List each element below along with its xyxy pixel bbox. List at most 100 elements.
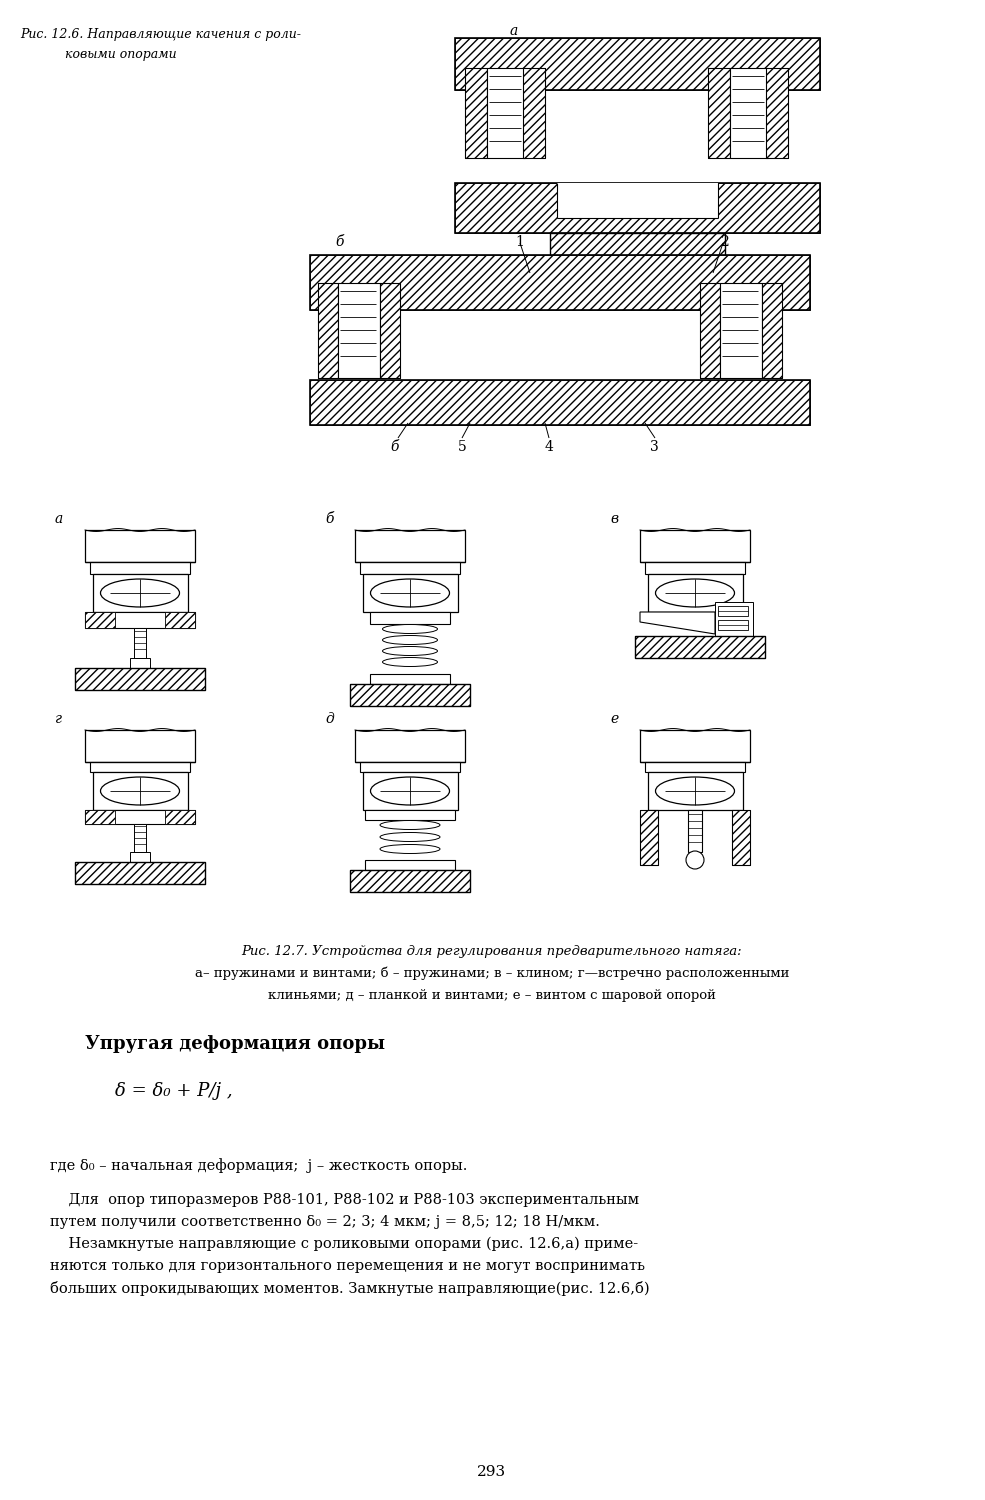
Bar (640, 810, 658, 865)
Bar (310, 255, 810, 310)
Bar (635, 636, 765, 658)
Bar (635, 636, 765, 658)
Bar (645, 762, 745, 772)
Text: 5: 5 (458, 440, 467, 454)
Text: в: в (610, 512, 619, 526)
Polygon shape (640, 612, 715, 634)
Bar (310, 380, 810, 424)
Ellipse shape (100, 777, 179, 806)
Bar (365, 859, 455, 870)
Bar (708, 68, 730, 158)
Text: 4: 4 (545, 440, 554, 454)
Bar (370, 612, 450, 624)
Bar (557, 183, 718, 218)
Ellipse shape (382, 636, 437, 645)
Bar (134, 824, 146, 852)
Bar (732, 810, 750, 865)
Ellipse shape (655, 777, 735, 806)
Bar (550, 232, 725, 268)
Bar (762, 284, 782, 378)
Bar (720, 284, 762, 378)
Text: клиньями; д – планкой и винтами; е – винтом с шаровой опорой: клиньями; д – планкой и винтами; е – вин… (268, 988, 716, 1002)
Bar (700, 284, 720, 378)
Text: больших опрокидывающих моментов. Замкнутые направляющие(рис. 12.6,б): больших опрокидывающих моментов. Замкнут… (50, 1281, 650, 1296)
Text: няются только для горизонтального перемещения и не могут воспринимать: няются только для горизонтального переме… (50, 1258, 645, 1274)
Text: г: г (55, 712, 62, 726)
Bar (85, 810, 195, 824)
Bar (688, 810, 702, 852)
Circle shape (686, 850, 704, 868)
Ellipse shape (382, 624, 437, 633)
Bar (363, 574, 458, 612)
Text: 2: 2 (720, 236, 729, 249)
Bar (360, 562, 460, 574)
Bar (700, 284, 720, 378)
Bar (318, 284, 338, 378)
Ellipse shape (655, 579, 735, 608)
Ellipse shape (380, 844, 440, 853)
Bar (640, 730, 750, 762)
Bar (640, 530, 750, 562)
Text: Упругая деформация опоры: Упругая деформация опоры (85, 1035, 385, 1053)
Text: Незамкнутые направляющие с роликовыми опорами (рис. 12.6,а) приме-: Незамкнутые направляющие с роликовыми оп… (50, 1238, 638, 1251)
Bar (455, 38, 820, 90)
Text: е: е (610, 712, 619, 726)
Text: ковыми опорами: ковыми опорами (65, 48, 176, 62)
Ellipse shape (370, 777, 449, 806)
Bar (455, 38, 820, 90)
Text: 293: 293 (478, 1466, 506, 1479)
Bar (165, 810, 195, 824)
Bar (365, 810, 455, 820)
Bar (645, 562, 745, 574)
Text: δ = δ₀ + P/j ,: δ = δ₀ + P/j , (115, 1082, 232, 1100)
Bar (465, 68, 487, 158)
Text: б: б (390, 440, 399, 454)
Bar (732, 810, 750, 865)
Bar (766, 68, 788, 158)
Bar (85, 612, 115, 628)
Bar (75, 668, 205, 690)
Bar (380, 284, 400, 378)
Bar (134, 628, 146, 658)
Ellipse shape (100, 579, 179, 608)
Text: Для  опор типоразмеров Р88-101, Р88-102 и Р88-103 экспериментальным: Для опор типоразмеров Р88-101, Р88-102 и… (50, 1192, 639, 1208)
Ellipse shape (382, 657, 437, 666)
Text: д: д (325, 712, 334, 726)
Bar (718, 620, 748, 630)
Bar (360, 762, 460, 772)
Bar (355, 530, 465, 562)
Bar (455, 183, 820, 232)
Bar (165, 612, 195, 628)
Ellipse shape (380, 821, 440, 830)
Bar (640, 810, 658, 865)
Bar (648, 772, 743, 810)
Text: 1: 1 (515, 236, 524, 249)
Bar (75, 862, 205, 883)
Text: путем получили соответственно δ₀ = 2; 3; 4 мкм; j = 8,5; 12; 18 Н/мкм.: путем получили соответственно δ₀ = 2; 3;… (50, 1215, 600, 1228)
Text: а: а (55, 512, 63, 526)
Bar (85, 810, 115, 824)
Ellipse shape (380, 833, 440, 842)
Bar (85, 530, 195, 562)
Bar (338, 284, 380, 378)
Bar (363, 772, 458, 810)
Bar (93, 574, 188, 612)
Text: а: а (510, 24, 518, 38)
Bar (75, 862, 205, 883)
Bar (523, 68, 545, 158)
Bar (355, 730, 465, 762)
Bar (75, 668, 205, 690)
Bar (455, 183, 820, 232)
Bar (730, 68, 768, 158)
Bar (708, 68, 730, 158)
Bar (90, 562, 190, 574)
Bar (718, 606, 748, 616)
Text: 3: 3 (650, 440, 659, 454)
Ellipse shape (370, 579, 449, 608)
Bar (487, 68, 525, 158)
Bar (318, 284, 338, 378)
Bar (762, 284, 782, 378)
Text: б: б (335, 236, 344, 249)
Bar (90, 762, 190, 772)
Bar (648, 574, 743, 612)
